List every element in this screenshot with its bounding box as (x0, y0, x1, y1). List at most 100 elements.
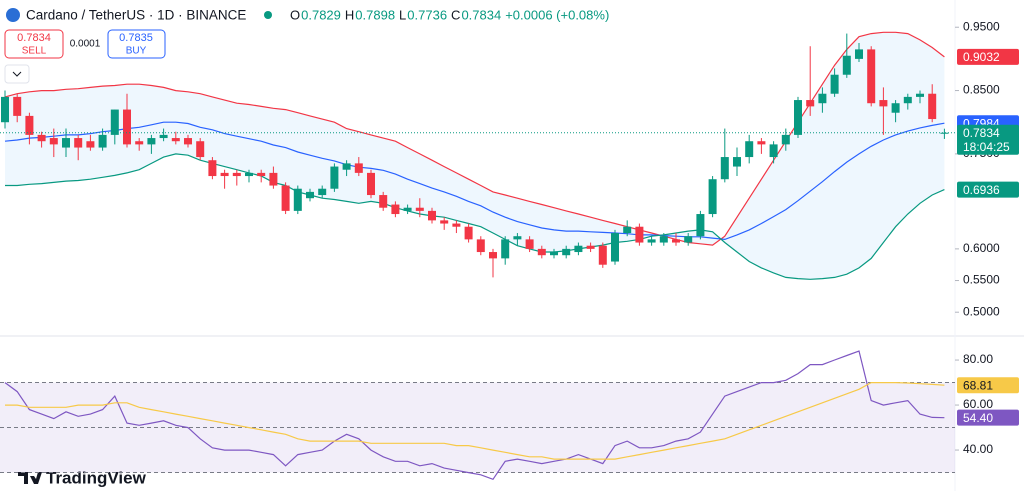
band-line (4, 121, 945, 241)
candle-body (696, 214, 705, 237)
collapse-button[interactable] (4, 64, 30, 84)
countdown: 18:04:25 (963, 140, 1010, 154)
last-value-label: 68.81 (963, 378, 993, 392)
candle-body (171, 138, 180, 142)
candle-body (184, 138, 192, 145)
candle-body (245, 172, 253, 177)
candle-body (586, 245, 595, 249)
y-tick-label: 80.00 (963, 352, 993, 366)
candle-body (598, 245, 607, 265)
candle-body (891, 103, 900, 113)
candle-body (74, 138, 83, 148)
candle-body (13, 96, 22, 116)
candle-body (208, 160, 217, 177)
candle-body (940, 132, 949, 134)
candle-body (403, 207, 412, 211)
candle-body (879, 100, 888, 107)
upper-label: 0.9032 (963, 50, 1000, 64)
ohlc-label: H (345, 7, 354, 22)
rsi-line (4, 350, 945, 481)
candle-body (818, 93, 827, 104)
ohlc-value: 0.7834 (461, 7, 501, 22)
price-label: 0.7834 (963, 126, 1000, 140)
candle-body (537, 248, 546, 256)
candle-body (842, 55, 851, 75)
candle-body (684, 236, 693, 243)
candle-body (306, 191, 314, 199)
y-tick-label: 0.9500 (963, 19, 1000, 33)
lower-label: 0.6936 (963, 183, 1000, 197)
candle-body (220, 172, 229, 177)
candle-body (769, 144, 778, 158)
upper-label-bg (957, 48, 1019, 65)
rsi-line (5, 382, 945, 460)
candle-body (501, 239, 510, 259)
y-tick-label: 0.6000 (963, 241, 1000, 255)
symbol-icon (6, 8, 20, 22)
candle-body (37, 134, 46, 142)
ohlc-label: O (290, 7, 300, 22)
y-tick-label: 60.00 (963, 397, 993, 411)
visibility-icon[interactable] (264, 11, 272, 19)
sell-button[interactable] (4, 29, 64, 59)
y-tick-label: 40.00 (963, 442, 993, 456)
candle-body (574, 245, 583, 253)
candle-body (659, 236, 668, 243)
candle-body (257, 172, 266, 177)
candle-body (781, 134, 790, 145)
candle-body (867, 49, 876, 104)
buy-button[interactable] (107, 29, 166, 59)
candle-body (452, 223, 461, 227)
lower-label-bg (957, 181, 1019, 198)
logo-mark (18, 472, 42, 484)
candle-body (86, 141, 95, 148)
buy-label: BUY (126, 46, 147, 57)
candle-body (855, 49, 863, 59)
candle-body (830, 74, 839, 94)
candle-body (135, 141, 144, 145)
sell-price: 0.7834 (17, 32, 51, 44)
candle-body (623, 226, 632, 234)
ohlc-label: L (399, 7, 406, 22)
last-value-label: 54.40 (963, 411, 993, 425)
candle-body (464, 226, 473, 240)
candle-body (562, 248, 571, 256)
candle-body (928, 93, 937, 120)
candle-body (806, 100, 815, 107)
candle-body (672, 239, 680, 243)
candle-body (330, 166, 339, 189)
change: +0.0006 (+0.08%) (505, 7, 609, 22)
buy-price: 0.7835 (119, 32, 153, 44)
collapse-icon (12, 71, 22, 77)
candle-body (489, 252, 497, 259)
candle-body (647, 239, 656, 243)
y-tick-label: 0.5000 (963, 304, 1000, 318)
band-line (5, 153, 945, 280)
candle-body (794, 100, 802, 135)
candle-body (196, 141, 205, 158)
candle-body (147, 138, 156, 145)
ohlc-value: 0.7898 (355, 7, 395, 22)
header: Cardano / TetherUS · 1D · BINANCE 0.7834… (4, 7, 609, 487)
candle-body (611, 233, 619, 262)
sell-label: SELL (22, 46, 47, 57)
candle-body (62, 138, 70, 148)
candle-body (745, 141, 754, 158)
candle-body (269, 172, 278, 186)
spread: 0.0001 (70, 39, 101, 50)
last-value-label-bg (957, 377, 1019, 394)
candle-body (293, 188, 302, 211)
candle-body (428, 210, 436, 221)
candle-body (757, 141, 766, 145)
candle-body (379, 195, 388, 208)
logo: TradingView (46, 468, 147, 487)
candle-body (232, 172, 241, 177)
candle-body (342, 163, 351, 170)
candle-body (720, 157, 729, 180)
candle-body (635, 226, 644, 243)
last-value-label-bg (957, 409, 1019, 426)
candle-body (159, 134, 168, 139)
